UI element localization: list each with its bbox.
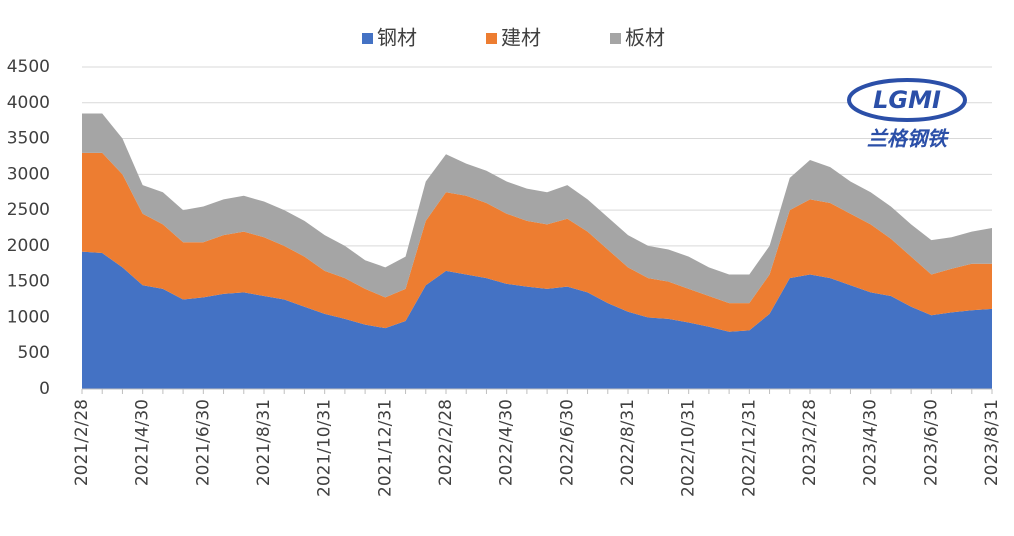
legend-label: 建材 bbox=[501, 26, 541, 50]
axes: 0 500 1000 1500 2000 2500 3000 3500 4000 4500 2021… bbox=[7, 57, 1002, 497]
y-tick-label: 0 bbox=[39, 379, 50, 399]
legend-swatch bbox=[362, 33, 373, 44]
logo-subtitle: 兰格钢铁 bbox=[867, 127, 950, 151]
y-tick-label: 1000 bbox=[7, 307, 50, 327]
y-tick-label: 1500 bbox=[7, 272, 50, 292]
logo-text: LGMI bbox=[873, 86, 941, 114]
y-tick-label: 4000 bbox=[7, 93, 50, 113]
x-tick-label: 2021/12/31 bbox=[375, 399, 395, 497]
y-tick-label: 2000 bbox=[7, 236, 50, 256]
y-tick-label: 3500 bbox=[7, 129, 50, 149]
x-tick-label: 2023/2/28 bbox=[800, 399, 820, 486]
x-tick-label: 2023/4/30 bbox=[861, 399, 881, 486]
x-tick-label: 2021/8/31 bbox=[254, 399, 274, 486]
x-tick-label: 2022/10/31 bbox=[679, 399, 699, 497]
legend-label: 钢材 bbox=[377, 26, 417, 50]
area bbox=[82, 251, 992, 389]
y-tick-label: 500 bbox=[18, 343, 50, 363]
x-tick-label: 2021/2/28 bbox=[72, 399, 92, 486]
x-tick-label: 2022/6/30 bbox=[557, 399, 577, 486]
y-tick-label: 2500 bbox=[7, 200, 50, 220]
area bbox=[82, 113, 992, 304]
x-tick-label: 2022/8/31 bbox=[618, 399, 638, 486]
logo: LGMI 兰格钢铁 bbox=[847, 78, 967, 151]
legend-swatch bbox=[610, 33, 621, 44]
x-tick-label: 2021/4/30 bbox=[133, 399, 153, 486]
logo-ring bbox=[847, 78, 967, 122]
x-tick-label: 2023/6/30 bbox=[921, 399, 941, 486]
y-tick-label: 4500 bbox=[7, 57, 50, 77]
y-tick-label: 3000 bbox=[7, 164, 50, 184]
x-tick-label: 2021/6/30 bbox=[193, 399, 213, 486]
x-tick-label: 2022/12/31 bbox=[739, 399, 759, 497]
areas bbox=[82, 113, 992, 389]
legend: 钢材 建材 板材 bbox=[362, 26, 665, 50]
area bbox=[82, 152, 992, 332]
legend-label: 板材 bbox=[625, 26, 665, 50]
x-tick-label: 2023/8/31 bbox=[982, 399, 1002, 486]
x-tick-label: 2021/10/31 bbox=[315, 399, 335, 497]
x-tick-label: 2022/4/30 bbox=[497, 399, 517, 486]
legend-swatch bbox=[486, 33, 497, 44]
x-tick-label: 2022/2/28 bbox=[436, 399, 456, 486]
